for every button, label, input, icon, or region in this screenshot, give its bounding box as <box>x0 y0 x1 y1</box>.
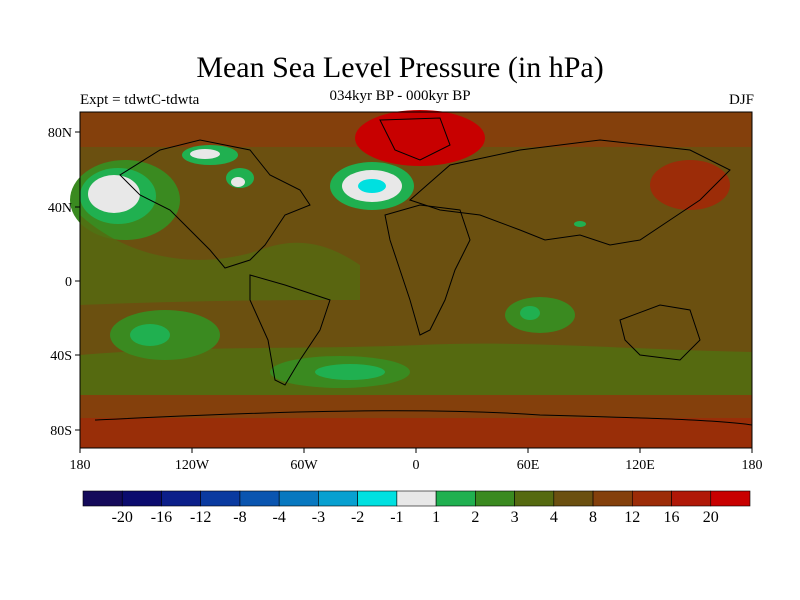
indian-ocean-outer <box>505 297 575 333</box>
colorbar-tick-label: -3 <box>312 509 325 526</box>
colorbar-swatch <box>200 490 241 507</box>
asia-anomaly <box>574 221 586 227</box>
lon-label: 60W <box>290 458 318 473</box>
colorbar-swatch <box>396 490 437 507</box>
canada-anomaly-2 <box>190 149 220 159</box>
colorbar-tick-label: 3 <box>511 509 519 526</box>
colorbar-swatch <box>475 490 515 507</box>
colorbar-swatch <box>631 490 672 507</box>
subtropical-belt <box>80 215 360 305</box>
pacific-low-core <box>88 175 140 213</box>
colorbar-tick-label: 2 <box>471 509 479 526</box>
colorbar-tick-label: 4 <box>550 509 558 526</box>
colorbar-swatch <box>318 490 358 507</box>
colorbar-tick-label: -8 <box>233 509 246 526</box>
colorbar-tick-label: -2 <box>351 509 364 526</box>
colorbar-swatch <box>239 490 280 507</box>
south-atlantic-core <box>315 364 385 380</box>
colorbar-swatch <box>592 490 633 507</box>
colorbar-swatch <box>161 490 202 507</box>
colorbar-swatch <box>435 490 476 507</box>
colorbar-swatch <box>671 490 712 507</box>
colorbar-tick-label: -1 <box>390 509 403 526</box>
colorbar-tick-label: 12 <box>624 509 640 526</box>
colorbar-swatch <box>278 490 319 507</box>
siberia-high <box>650 160 730 210</box>
colorbar-tick-label: -4 <box>273 509 286 526</box>
colorbar-tick-label: -16 <box>151 509 172 526</box>
colorbar-tick-label: 8 <box>589 509 597 526</box>
south-pacific-core <box>130 324 170 346</box>
experiment-label: Expt = tdwtC-tdwta <box>80 92 200 108</box>
plot-subtitle: 034kyr BP - 000kyr BP <box>329 88 471 104</box>
lon-label: 180 <box>742 458 763 473</box>
lon-label: 120W <box>175 458 210 473</box>
lat-axis: 80N 40N 0 40S 80S <box>48 126 80 439</box>
southern-ocean-ring <box>80 343 752 395</box>
map-field <box>70 110 753 449</box>
lon-axis: 180 120W 60W 0 60E 120E 180 <box>70 448 763 473</box>
season-label: DJF <box>728 92 754 108</box>
colorbar-tick-label: 20 <box>703 509 719 526</box>
lat-label: 0 <box>65 275 72 290</box>
lat-label: 80N <box>48 126 72 141</box>
colorbar-tick-label: 1 <box>432 509 440 526</box>
canada-anomaly-4 <box>231 177 245 187</box>
colorbar-swatch <box>553 490 594 507</box>
colorbar-tick-label: -20 <box>112 509 133 526</box>
lon-label: 0 <box>413 458 420 473</box>
south-polar-band-inner <box>80 418 752 448</box>
lon-label: 60E <box>517 458 540 473</box>
colorbar-swatch <box>710 490 751 507</box>
colorbar-swatch <box>357 490 398 507</box>
lon-label: 180 <box>70 458 91 473</box>
lon-label: 120E <box>625 458 655 473</box>
greenland-high <box>355 110 485 166</box>
plot-title: Mean Sea Level Pressure (in hPa) <box>196 51 604 84</box>
lat-label: 80S <box>50 424 72 439</box>
colorbar-tick-label: 16 <box>664 509 680 526</box>
colorbar-swatch <box>514 490 555 507</box>
indian-ocean-core <box>520 306 540 320</box>
colorbar-tick-label: -12 <box>190 509 211 526</box>
colorbar: -20 -16 -12 -8 -4 -3 -2 -1 1 2 3 4 8 12 16 20 <box>82 490 751 526</box>
lat-label: 40S <box>50 349 72 364</box>
coastlines <box>94 117 753 426</box>
colorbar-swatch <box>121 490 162 507</box>
lat-label: 40N <box>48 201 72 216</box>
colorbar-swatch <box>82 490 123 507</box>
atlantic-low-core <box>358 179 386 193</box>
